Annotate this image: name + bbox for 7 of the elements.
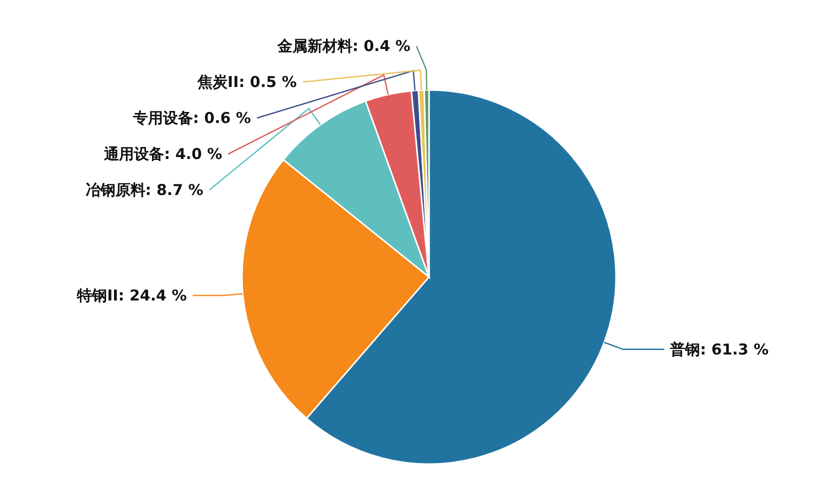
slice-label: 金属新材料: 0.4 % (276, 37, 410, 56)
slice-label: 特钢II: 24.4 % (76, 286, 187, 305)
slice-label: 普钢: 61.3 % (669, 340, 769, 358)
slice-label: 专用设备: 0.6 % (132, 109, 251, 128)
slice-label: 通用设备: 4.0 % (103, 145, 222, 164)
slice-label: 冶钢原料: 8.7 % (85, 181, 204, 200)
slice-label: 焦炭II: 0.5 % (196, 73, 297, 92)
